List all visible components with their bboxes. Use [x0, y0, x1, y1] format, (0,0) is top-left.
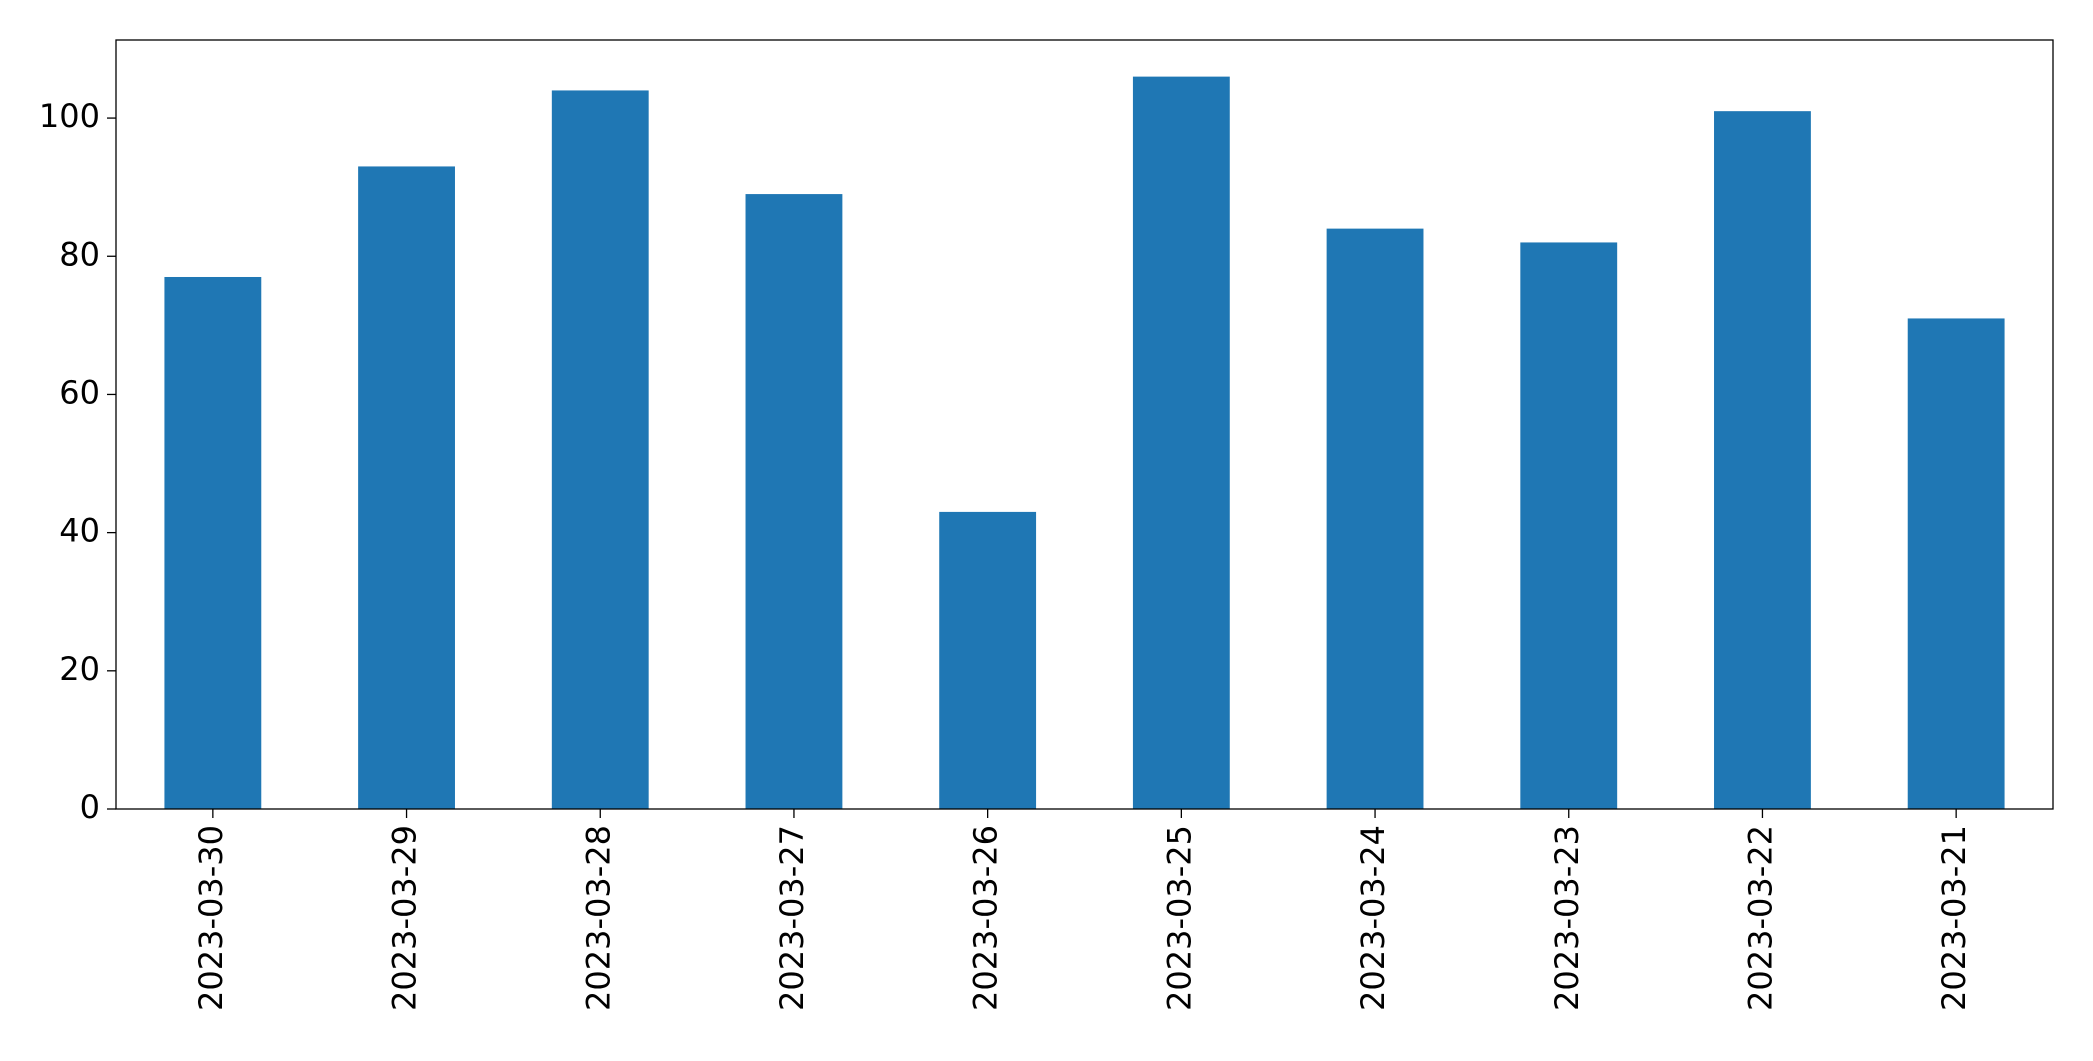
- bar: [1326, 228, 1424, 810]
- y-tick-label: 80: [59, 235, 100, 273]
- y-tick-label: 60: [59, 373, 100, 411]
- x-tick-label: 2023-03-25: [1160, 825, 1198, 1011]
- x-tick-label: 2023-03-28: [579, 825, 617, 1011]
- axes-frame: [115, 39, 2054, 810]
- x-tick-label: 2023-03-30: [192, 825, 230, 1011]
- x-tick-label: 2023-03-24: [1354, 825, 1392, 1011]
- bar: [1132, 76, 1230, 810]
- y-tick-label: 40: [59, 512, 100, 550]
- bar: [939, 511, 1037, 809]
- bar: [1907, 318, 2005, 809]
- x-tick-label: 2023-03-22: [1741, 825, 1779, 1011]
- x-tick-label: 2023-03-21: [1935, 825, 1973, 1011]
- x-tick-label: 2023-03-26: [967, 825, 1005, 1011]
- bar: [551, 90, 649, 809]
- y-tick-label: 100: [39, 97, 100, 135]
- x-tick-label: 2023-03-23: [1548, 825, 1586, 1011]
- bar: [745, 194, 843, 810]
- bar: [164, 276, 262, 809]
- bar: [1714, 111, 1811, 809]
- bar: [358, 166, 455, 810]
- bar: [1520, 242, 1618, 809]
- x-tick-label: 2023-03-27: [773, 825, 811, 1011]
- y-tick-label: 20: [59, 650, 100, 688]
- x-tick-label: 2023-03-29: [386, 825, 424, 1011]
- y-tick-label: 0: [80, 788, 100, 826]
